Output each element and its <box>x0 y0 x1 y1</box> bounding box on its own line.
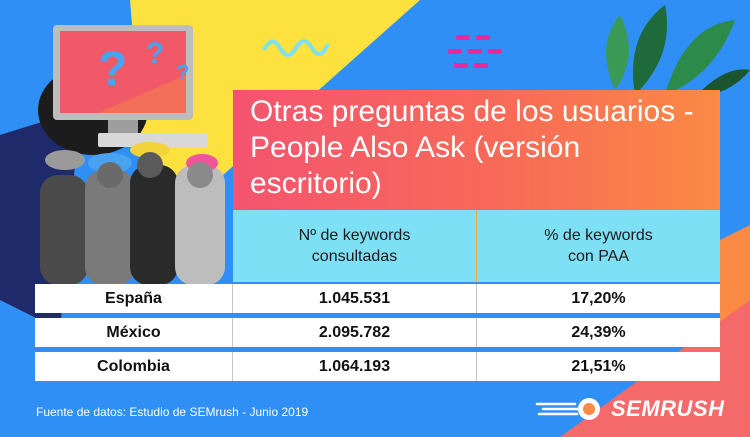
cell-divider <box>476 284 477 313</box>
question-mark-tiny: ? <box>176 60 189 85</box>
cell-divider <box>476 352 477 381</box>
question-mark-big: ? <box>98 43 127 96</box>
country-cell: México <box>106 323 161 341</box>
paa-cell: 21,51% <box>571 357 626 375</box>
title-card <box>233 90 720 210</box>
paa-cell: 17,20% <box>571 289 626 307</box>
yellow-hat <box>130 142 170 158</box>
table-row: Colombia 1.064.193 21,51% <box>35 352 720 381</box>
wavy-line <box>262 39 330 57</box>
country-cell: España <box>105 289 162 307</box>
page-title: Otras preguntas de los usuarios - People… <box>250 95 694 200</box>
cell-divider <box>476 318 477 347</box>
cell-divider <box>232 352 233 381</box>
computer-illustration: ? ? ? <box>38 25 208 155</box>
source-note: Fuente de datos: Estudio de SEMrush - Ju… <box>36 405 309 419</box>
logo-text: SEMRUSH <box>611 396 725 421</box>
cell-divider <box>232 284 233 313</box>
cell-divider <box>232 318 233 347</box>
header-keywords-consulted: Nº de keywords consultadas <box>298 227 411 265</box>
paa-cell: 24,39% <box>571 323 626 341</box>
keywords-cell: 1.064.193 <box>318 357 391 375</box>
leaves <box>606 5 750 97</box>
pink-dashes <box>448 35 502 68</box>
table-row: España 1.045.531 17,20% <box>35 284 720 313</box>
country-cell: Colombia <box>97 357 170 375</box>
question-mark-small: ? <box>146 37 164 70</box>
table-row: México 2.095.782 24,39% <box>35 318 720 347</box>
semrush-fireball-icon <box>535 398 600 420</box>
semrush-logo: SEMRUSH <box>535 394 735 424</box>
keywords-cell: 1.045.531 <box>318 289 391 307</box>
crowd-photo <box>40 142 225 285</box>
header-divider <box>476 210 477 282</box>
keywords-cell: 2.095.782 <box>318 323 391 341</box>
header-keywords-paa: % de keywords con PAA <box>544 227 653 265</box>
